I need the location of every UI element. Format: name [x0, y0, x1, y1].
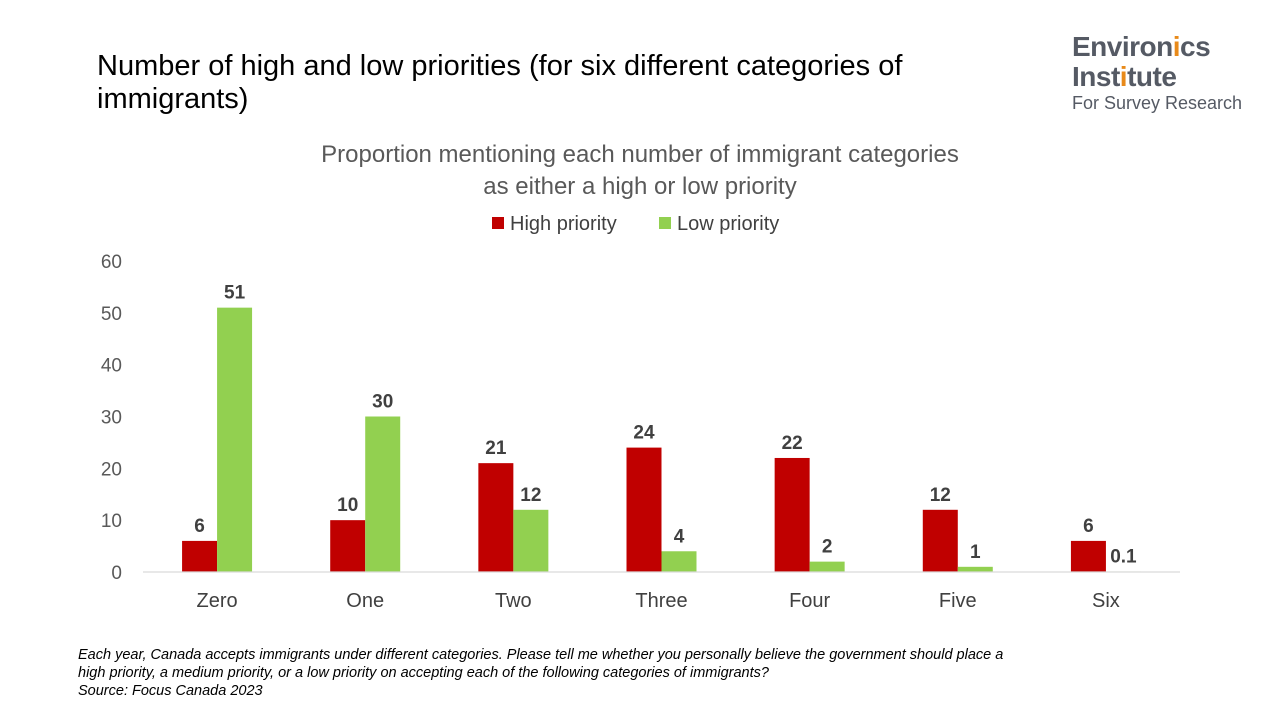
bar-high-three — [626, 447, 662, 572]
data-label: 24 — [633, 423, 655, 444]
data-label: 6 — [194, 516, 205, 537]
chart-title-line1: Proportion mentioning each number of imm… — [321, 141, 959, 168]
x-category-label: Three — [635, 590, 687, 612]
data-label: 10 — [337, 495, 358, 516]
bar-high-zero — [182, 540, 218, 572]
y-tick-label: 0 — [111, 563, 122, 584]
data-label: 0.1 — [1110, 546, 1137, 567]
legend-label-high: High priority — [510, 213, 617, 235]
bar-low-one — [365, 416, 401, 572]
y-tick-label: 30 — [101, 408, 122, 429]
bar-high-one — [330, 520, 366, 572]
bar-high-six — [1070, 540, 1106, 572]
legend-swatch-low — [659, 217, 671, 229]
x-category-label: Six — [1092, 590, 1120, 612]
footnote-source: Source: Focus Canada 2023 — [78, 683, 263, 699]
y-tick-label: 10 — [101, 511, 122, 532]
bar-chart: High priority Low priority 0102030405060 … — [101, 213, 1180, 612]
footnote-question-line2: high priority, a medium priority, or a l… — [78, 665, 769, 681]
data-label: 21 — [485, 438, 507, 459]
data-label: 2 — [822, 537, 833, 558]
y-tick-label: 40 — [101, 356, 122, 377]
logo-line-institute: Institute — [1072, 61, 1177, 92]
bar-high-four — [774, 457, 810, 572]
bar-low-four — [809, 561, 845, 572]
x-category-label: Five — [939, 590, 977, 612]
data-label: 6 — [1083, 516, 1094, 537]
legend-label-low: Low priority — [677, 213, 779, 235]
y-tick-label: 50 — [101, 304, 122, 325]
x-category-label: One — [346, 590, 384, 612]
legend-swatch-high — [492, 217, 504, 229]
bar-high-two — [478, 463, 514, 572]
chart-legend: High priority Low priority — [492, 213, 779, 235]
environics-logo: Environics Institute For Survey Research — [1072, 32, 1262, 114]
logo-line-environics: Environics — [1072, 31, 1211, 62]
y-axis: 0 10 20 30 40 50 60 — [101, 252, 122, 584]
data-label: 1 — [970, 542, 981, 563]
chart-title-line2: as either a high or low priority — [483, 173, 797, 200]
bar-low-three — [661, 551, 697, 572]
data-label: 12 — [520, 485, 541, 506]
x-category-label: Four — [789, 590, 830, 612]
bar-low-two — [513, 509, 549, 572]
data-label: 4 — [674, 526, 685, 547]
bar-low-five — [957, 566, 993, 572]
data-label: 22 — [782, 433, 803, 454]
data-label: 12 — [930, 485, 951, 506]
footnote-question-line1: Each year, Canada accepts immigrants und… — [78, 647, 1004, 663]
x-category-label: Zero — [197, 590, 238, 612]
bar-high-five — [922, 509, 958, 572]
data-label: 51 — [224, 283, 246, 304]
footnote: Each year, Canada accepts immigrants und… — [78, 646, 1178, 700]
x-category-label: Two — [495, 590, 532, 612]
logo-line-tagline: For Survey Research — [1072, 93, 1243, 113]
y-tick-label: 20 — [101, 459, 122, 480]
slide-title: Number of high and low priorities (for s… — [97, 50, 903, 115]
x-axis: Zero One Two Three Four Five Six — [143, 571, 1180, 612]
data-label: 30 — [372, 392, 393, 413]
y-tick-label: 60 — [101, 252, 122, 273]
bar-low-zero — [217, 307, 253, 572]
